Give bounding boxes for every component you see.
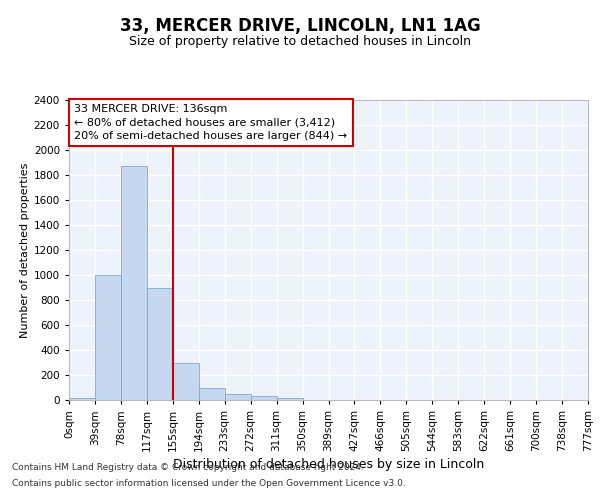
Bar [147, 288, 173, 400]
Bar [95, 275, 121, 400]
Bar [69, 398, 95, 400]
Bar [173, 362, 199, 400]
Bar [199, 388, 224, 400]
Bar [277, 398, 302, 400]
Bar [225, 394, 251, 400]
Bar [121, 166, 147, 400]
Text: 33 MERCER DRIVE: 136sqm
← 80% of detached houses are smaller (3,412)
20% of semi: 33 MERCER DRIVE: 136sqm ← 80% of detache… [74, 104, 347, 141]
Text: Contains HM Land Registry data © Crown copyright and database right 2024.: Contains HM Land Registry data © Crown c… [12, 464, 364, 472]
X-axis label: Distribution of detached houses by size in Lincoln: Distribution of detached houses by size … [173, 458, 484, 471]
Text: Contains public sector information licensed under the Open Government Licence v3: Contains public sector information licen… [12, 478, 406, 488]
Bar [251, 396, 277, 400]
Text: Size of property relative to detached houses in Lincoln: Size of property relative to detached ho… [129, 35, 471, 48]
Y-axis label: Number of detached properties: Number of detached properties [20, 162, 29, 338]
Text: 33, MERCER DRIVE, LINCOLN, LN1 1AG: 33, MERCER DRIVE, LINCOLN, LN1 1AG [119, 18, 481, 36]
